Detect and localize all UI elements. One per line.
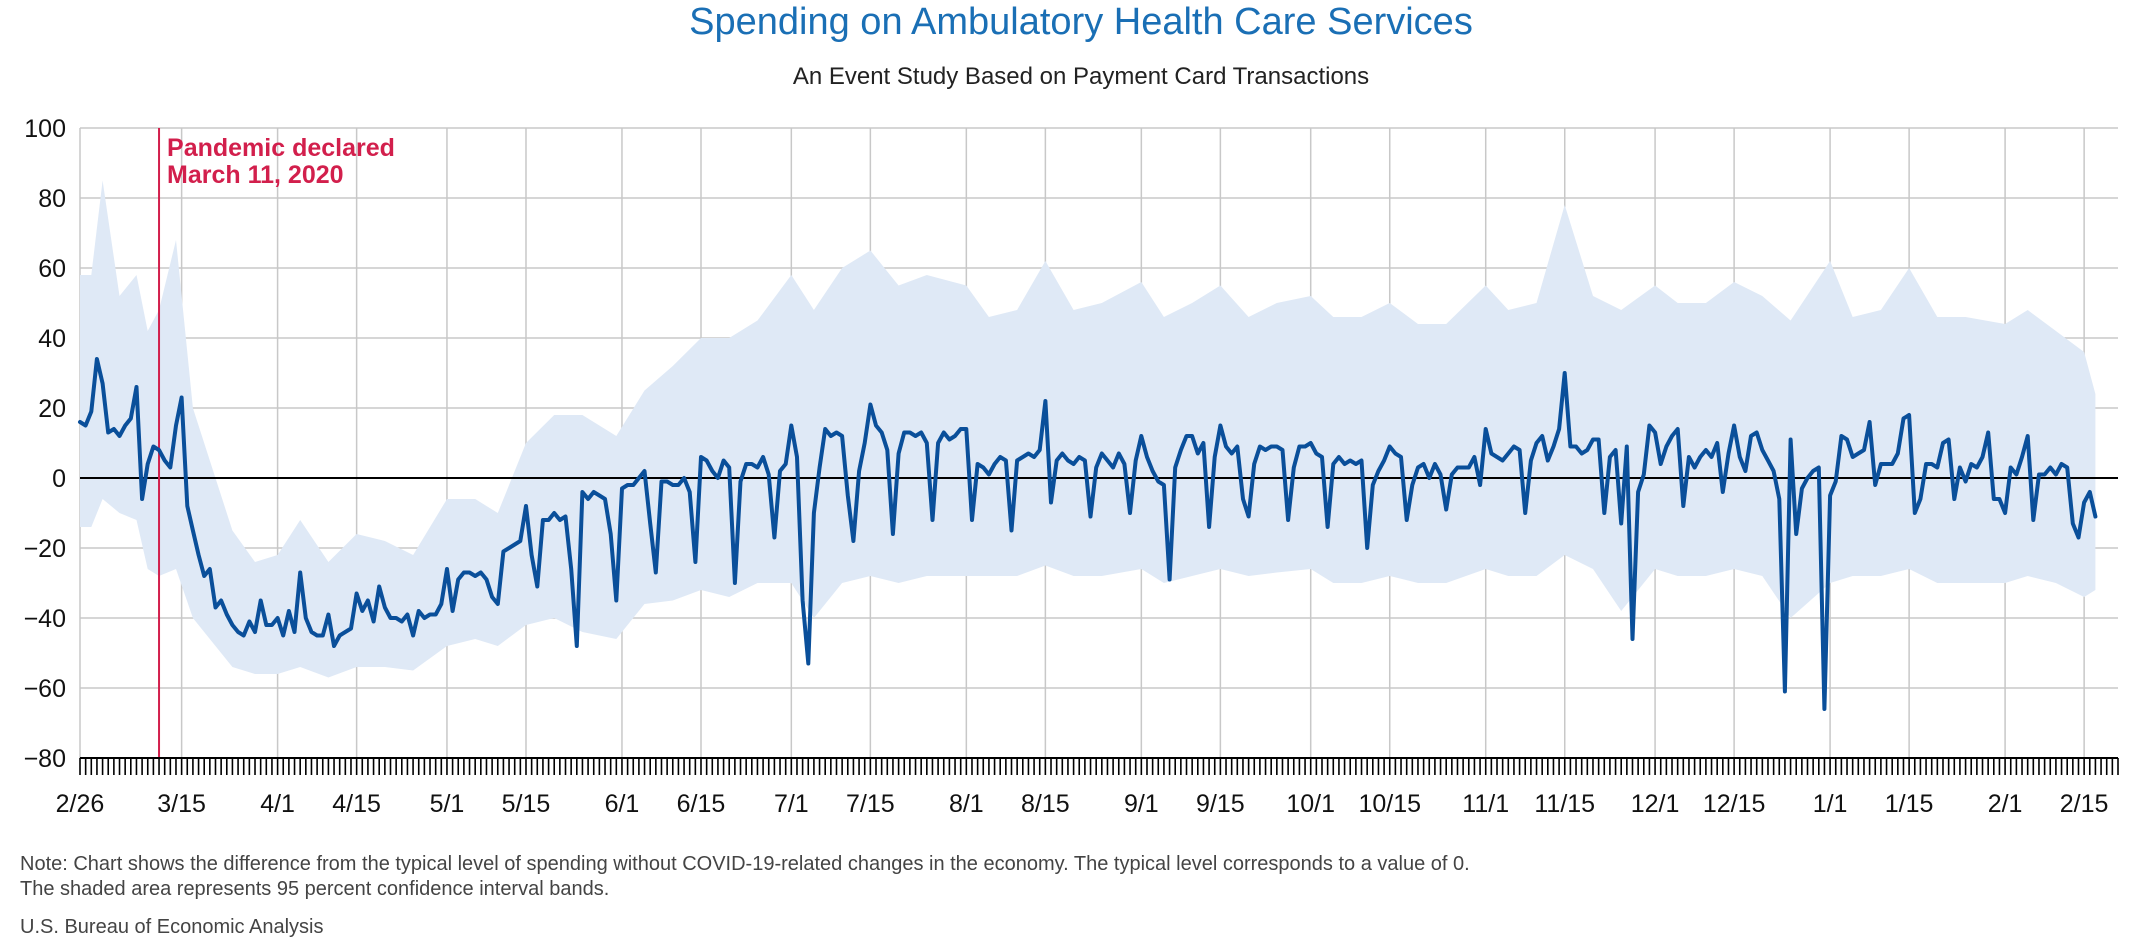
x-tick-label: 4/15 <box>332 790 381 818</box>
y-tick-label: −60 <box>24 675 66 703</box>
x-tick-label: 10/1 <box>1286 790 1335 818</box>
x-tick-label: 4/1 <box>260 790 295 818</box>
y-tick-label: 80 <box>38 185 66 213</box>
x-tick-label: 3/15 <box>157 790 206 818</box>
y-tick-label: 40 <box>38 325 66 353</box>
x-tick-label: 9/15 <box>1196 790 1245 818</box>
y-tick-label: −40 <box>24 605 66 633</box>
x-tick-label: 9/1 <box>1124 790 1159 818</box>
x-tick-label: 7/1 <box>774 790 809 818</box>
chart-title: Spending on Ambulatory Health Care Servi… <box>689 1 1473 43</box>
y-tick-label: 0 <box>52 465 66 493</box>
x-tick-label: 12/1 <box>1631 790 1680 818</box>
source-credit: U.S. Bureau of Economic Analysis <box>20 916 323 938</box>
note-line-1: Note: Chart shows the difference from th… <box>20 853 1470 875</box>
y-tick-label: 60 <box>38 255 66 283</box>
x-tick-label: 10/15 <box>1358 790 1421 818</box>
x-tick-label: 1/1 <box>1813 790 1848 818</box>
x-tick-label: 5/1 <box>430 790 465 818</box>
x-tick-label: 8/15 <box>1021 790 1070 818</box>
x-tick-label: 2/1 <box>1988 790 2023 818</box>
x-tick-label: 6/1 <box>605 790 640 818</box>
spending-series-line <box>78 357 2098 711</box>
x-tick-label: 12/15 <box>1703 790 1766 818</box>
y-tick-label: −20 <box>24 535 66 563</box>
y-tick-label: −80 <box>24 745 66 773</box>
x-axis-tick-labels: 2/26 3/15 4/1 4/15 5/1 5/15 6/1 6/15 7/1 7/15 8/1 8… <box>56 790 2109 818</box>
chart-subtitle: An Event Study Based on Payment Card Tra… <box>793 63 1369 90</box>
y-tick-label: 20 <box>38 395 66 423</box>
event-label-line2: March 11, 2020 <box>167 161 344 189</box>
x-tick-label: 2/15 <box>2060 790 2109 818</box>
x-tick-label: 2/26 <box>56 790 105 818</box>
x-tick-label: 5/15 <box>502 790 551 818</box>
x-axis <box>79 757 2119 775</box>
x-tick-label: 11/1 <box>1462 790 1509 818</box>
event-label-line1: Pandemic declared <box>167 134 395 162</box>
event-layer: Pandemic declared March 11, 2020 <box>158 128 395 758</box>
x-tick-label: 7/15 <box>846 790 895 818</box>
series-layer <box>78 357 2098 711</box>
confidence-band-layer <box>80 180 2096 678</box>
x-tick-label: 6/15 <box>677 790 726 818</box>
x-tick-label: 11/15 <box>1534 790 1595 818</box>
y-tick-label: 100 <box>24 115 66 143</box>
x-tick-label: 1/15 <box>1885 790 1934 818</box>
note-line-2: The shaded area represents 95 percent co… <box>20 878 609 900</box>
y-axis-tick-labels: 100 80 60 40 20 0 −20 −40 −60 −80 <box>24 115 66 773</box>
confidence-band <box>80 180 2096 678</box>
x-tick-label: 8/1 <box>949 790 984 818</box>
